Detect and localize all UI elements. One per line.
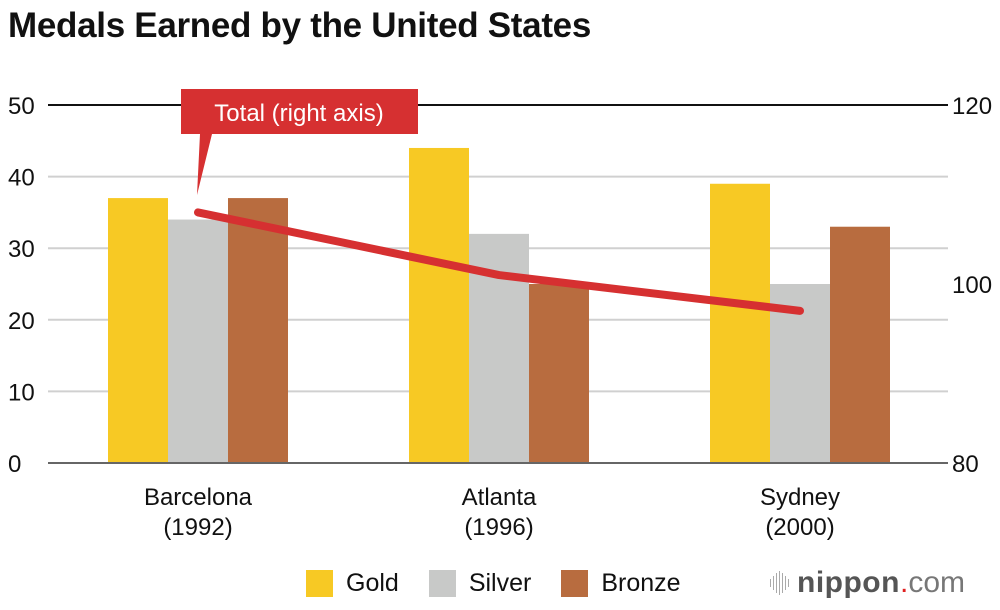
category-label: Barcelona (144, 484, 253, 511)
bar-bronze (529, 284, 589, 462)
left-tick-label: 40 (8, 165, 35, 192)
legend-label-silver: Silver (468, 569, 532, 597)
legend-label-bronze: Bronze (601, 569, 681, 597)
brand-bars-icon (770, 571, 791, 595)
category-year-label: (2000) (765, 514, 834, 541)
bar-bronze (830, 226, 890, 462)
annotation-callout (181, 89, 418, 195)
legend-swatch-bronze (561, 570, 589, 597)
brand-name: nippon (797, 566, 900, 599)
chart-title: Medals Earned by the United States (8, 6, 592, 45)
bar-silver (168, 219, 228, 462)
legend-item-gold: Gold (306, 569, 399, 598)
bar-gold (409, 147, 469, 462)
left-tick-label: 50 (8, 93, 35, 120)
legend: Gold Silver Bronze (306, 569, 711, 598)
left-tick-label: 0 (8, 451, 21, 478)
brand-suffix: com (908, 566, 965, 599)
bar-gold (108, 198, 168, 462)
category-year-label: (1996) (464, 514, 533, 541)
legend-swatch-silver (428, 570, 456, 597)
legend-label-gold: Gold (346, 569, 399, 597)
right-tick-label: 120 (952, 93, 992, 120)
legend-item-bronze: Bronze (561, 569, 681, 598)
right-tick-label: 80 (952, 451, 979, 478)
left-tick-label: 20 (8, 308, 35, 335)
right-tick-label: 100 (952, 272, 992, 299)
chart-svg: 0 10 20 30 40 50 80 100 120 Barcelona (1992) Atlant… (8, 89, 992, 541)
bar-gold (710, 183, 770, 462)
left-tick-label: 30 (8, 236, 35, 263)
bar-bronze (228, 198, 288, 462)
category-year-label: (1992) (163, 514, 232, 541)
left-tick-label: 10 (8, 379, 35, 406)
annotation-label: Total (right axis) (214, 100, 383, 127)
legend-item-silver: Silver (428, 569, 532, 598)
category-label: Sydney (760, 484, 840, 511)
brand-dot: . (899, 566, 909, 599)
category-label: Atlanta (462, 484, 537, 511)
legend-swatch-gold (306, 570, 333, 597)
brand-logo: nippon. com (770, 566, 965, 600)
